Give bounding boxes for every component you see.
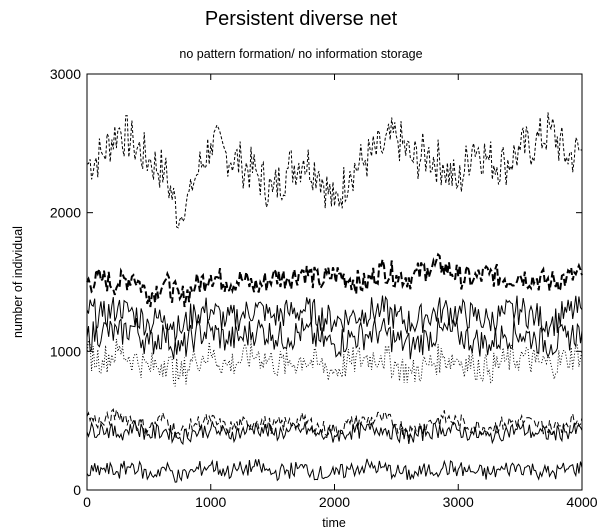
y-tick-label: 3000: [50, 66, 81, 82]
series-line-8: [86, 458, 583, 483]
x-tick-label: 1000: [195, 494, 226, 510]
chart-subtitle: no pattern formation/ no information sto…: [179, 47, 423, 61]
x-tick-label: 3000: [443, 494, 474, 510]
series-layer: [86, 112, 583, 483]
series-line-2: [86, 252, 583, 308]
tick-layer: 0 1000 2000 3000 4000 0 1000 2000 3000: [50, 66, 598, 510]
x-axis-label: time: [322, 516, 346, 530]
chart-title: Persistent diverse net: [204, 8, 398, 30]
y-tick-label: 1000: [50, 343, 81, 359]
x-tick-label: 2000: [319, 494, 350, 510]
series-line-1: [86, 112, 583, 229]
x-tick-label: 4000: [566, 494, 597, 510]
y-tick-label: 2000: [50, 205, 81, 221]
series-line-3: [86, 295, 583, 342]
y-axis-label: number of individual: [11, 226, 25, 338]
plot-frame: [86, 73, 583, 491]
y-tick-label: 0: [73, 482, 81, 498]
series-line-4: [86, 317, 583, 360]
series-line-7: [86, 420, 583, 446]
x-tick-label: 0: [83, 494, 91, 510]
